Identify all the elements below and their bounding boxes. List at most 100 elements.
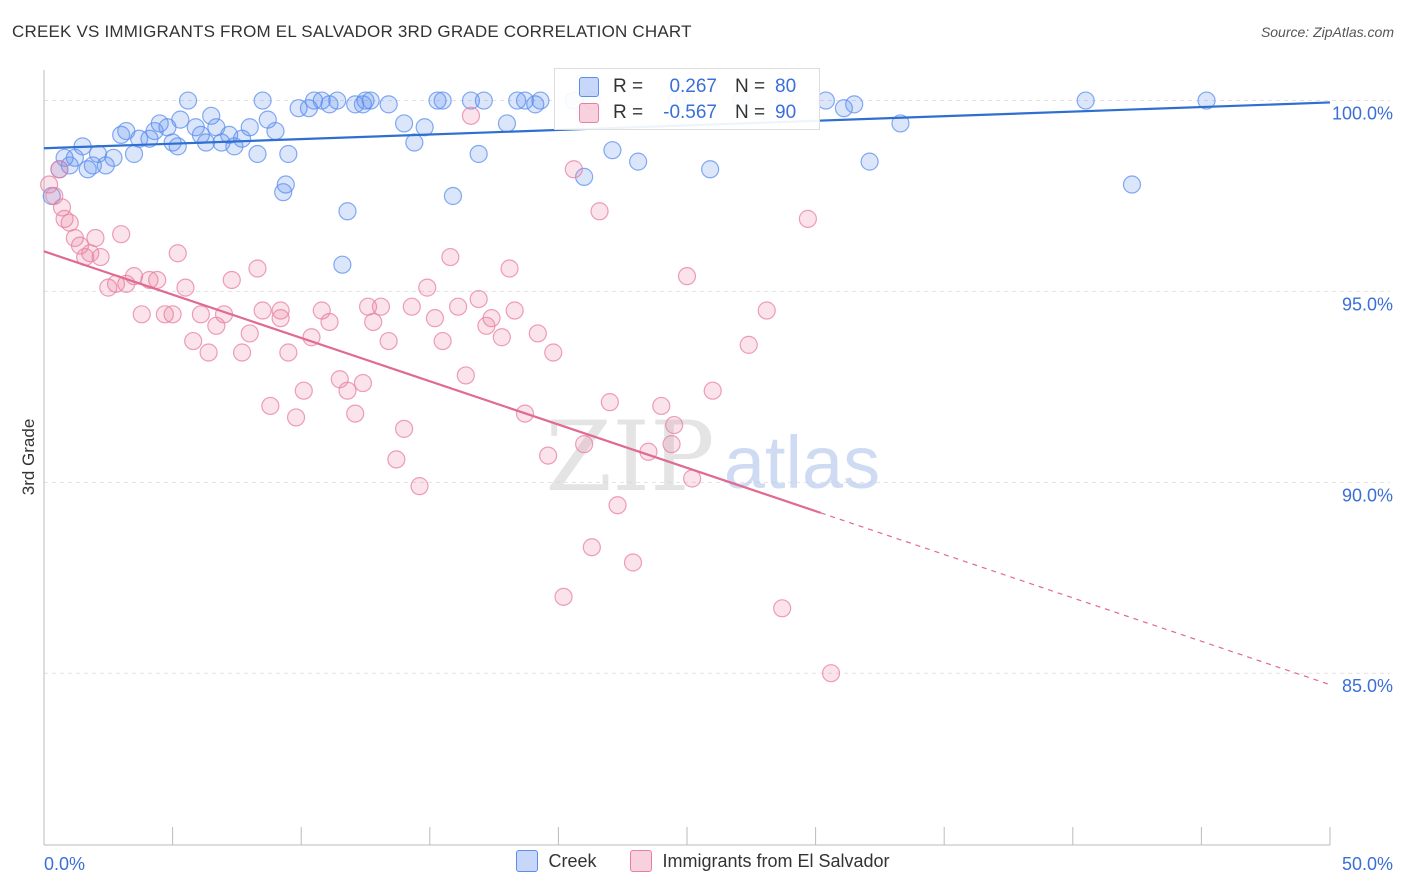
el-salvador-point [371, 297, 391, 316]
legend-swatch-el-salvador [630, 850, 653, 872]
el-salvador-point [394, 419, 414, 438]
el-salvador-point [448, 297, 468, 316]
creek-point [338, 202, 357, 221]
legend-item-el-salvador[interactable]: Immigrants from El Salvador [630, 850, 890, 872]
creek-point [178, 91, 198, 110]
creek-point [845, 95, 864, 114]
el-salvador-point [52, 198, 72, 217]
creek-point [328, 91, 347, 110]
creek-point [353, 95, 373, 114]
creek-point [405, 133, 424, 152]
el-salvador-point [821, 664, 841, 683]
el-salvador-point [148, 270, 167, 290]
watermark-atlas: atlas [724, 421, 880, 504]
el-salvador-point [703, 381, 722, 400]
el-salvador-point [320, 312, 339, 332]
el-salvador-point [677, 267, 697, 286]
stats-swatch-el-salvador [579, 103, 599, 123]
el-salvador-point [86, 228, 105, 248]
el-salvador-point [492, 328, 511, 347]
el-salvador-point [402, 297, 421, 316]
creek-point [428, 91, 447, 110]
n-value: 80 [775, 76, 797, 97]
creek-point [1122, 175, 1142, 194]
creek-point [443, 186, 463, 206]
el-salvador-point [410, 477, 429, 496]
el-salvador-point [387, 450, 406, 469]
legend-label-creek: Creek [548, 850, 597, 871]
creek-point [379, 95, 398, 114]
el-salvador-point [469, 289, 488, 309]
watermark: ZIP atlas [545, 401, 880, 513]
el-salvador-point [199, 343, 218, 362]
el-salvador-point [652, 396, 671, 416]
axes [43, 70, 1331, 846]
el-salvador-point [232, 343, 252, 362]
stats-row-el-salvador: R = -0.567 N = 90 [579, 100, 796, 126]
el-salvador-point [91, 247, 110, 267]
creek-point [474, 91, 493, 110]
el-salvador-point [773, 599, 792, 618]
legend-item-creek[interactable]: Creek [516, 850, 596, 872]
el-salvador-point [623, 553, 643, 572]
el-salvador-point [500, 259, 519, 278]
el-salvador-point [168, 244, 187, 263]
el-salvador-point [418, 278, 437, 297]
creek-point [202, 106, 221, 125]
creek-point [701, 160, 720, 179]
el-salvador-point [176, 278, 195, 297]
legend: Creek Immigrants from El Salvador [0, 850, 1406, 872]
el-salvador-point [662, 435, 681, 454]
creek-point [130, 129, 149, 148]
creek-point [497, 114, 517, 133]
el-salvador-point [528, 324, 547, 343]
creek-point [433, 91, 452, 110]
el-salvador-point [50, 160, 69, 179]
creek-point [603, 141, 622, 160]
el-salvador-point [248, 259, 267, 278]
el-salvador-point [240, 324, 259, 343]
el-salvador-trend-line-extension [820, 512, 1331, 686]
creek-point [346, 95, 365, 114]
creek-point [266, 121, 285, 141]
creek-point [276, 175, 295, 194]
el-salvador-point [346, 404, 365, 423]
chart-title: CREEK VS IMMIGRANTS FROM EL SALVADOR 3RD… [12, 22, 692, 41]
el-salvador-point [425, 309, 445, 328]
creek-point [469, 144, 488, 164]
r-value: 0.267 [669, 76, 717, 97]
el-salvador-point [505, 301, 524, 320]
grid-lines [44, 100, 1390, 674]
creek-point [304, 91, 324, 110]
creek-point [104, 148, 123, 167]
y-tick-label: 100.0% [1332, 104, 1393, 124]
el-salvador-point [441, 247, 460, 267]
n-value: 90 [775, 102, 797, 123]
el-salvador-point [554, 587, 573, 606]
el-salvador-point [60, 213, 79, 232]
el-salvador-point [608, 496, 627, 515]
creek-point [531, 91, 550, 110]
creek-point [834, 99, 853, 118]
el-salvador-point [379, 331, 398, 351]
el-salvador-point [575, 435, 594, 454]
stats-swatch-creek [579, 77, 599, 97]
r-label: R = [613, 102, 644, 123]
el-salvador-point [358, 297, 378, 316]
el-salvador-point [739, 335, 758, 354]
el-salvador-point [539, 446, 558, 465]
source-label: Source: ZipAtlas.com [1260, 24, 1394, 40]
el-salvador-point [271, 301, 290, 320]
el-salvador-point [353, 373, 373, 393]
x-tick-label: 0.0% [44, 854, 85, 874]
creek-point [171, 110, 190, 129]
el-salvador-point [253, 301, 272, 320]
el-salvador-point [461, 106, 481, 125]
el-salvador-point [665, 415, 684, 435]
creek-point [575, 167, 594, 186]
creek-point [891, 114, 910, 133]
el-salvador-point [294, 381, 313, 400]
creek-point [248, 144, 267, 164]
x-tick-label: 50.0% [1342, 854, 1393, 874]
